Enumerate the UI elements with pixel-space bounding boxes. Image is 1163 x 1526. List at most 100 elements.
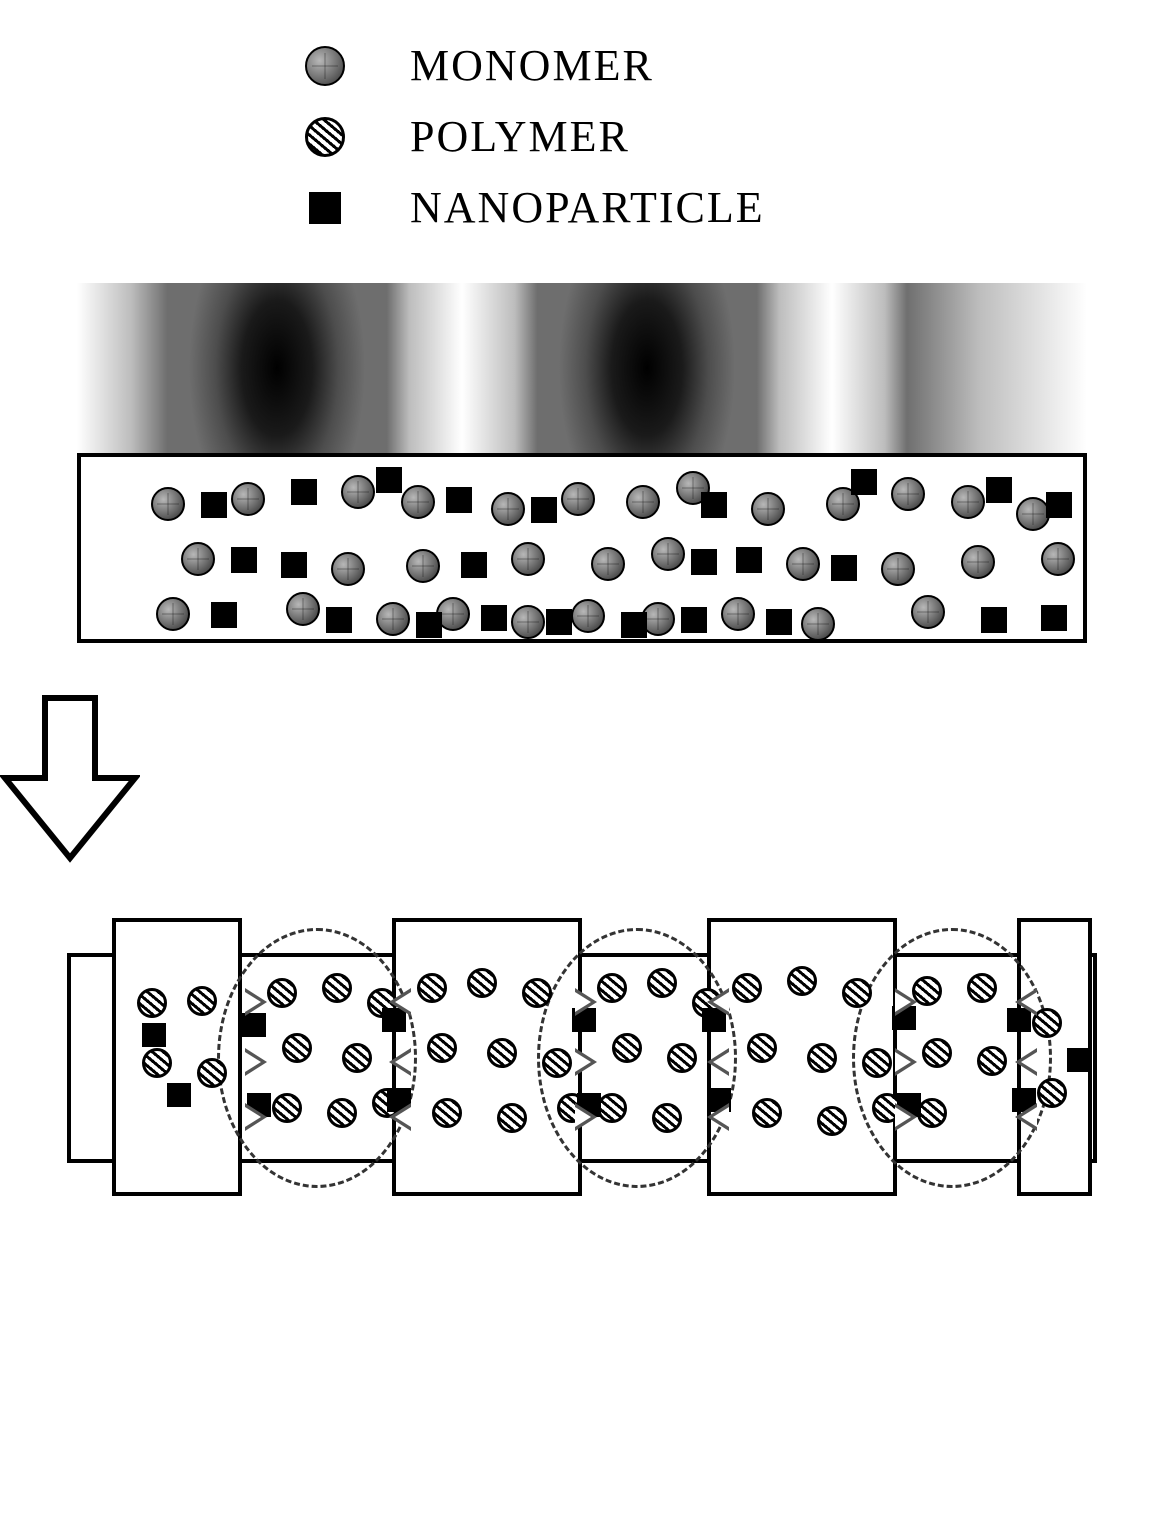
nanoparticle-particle: [621, 612, 647, 638]
polymer-particle: [542, 1048, 572, 1078]
monomer-particle: [376, 602, 410, 636]
polymer-particle: [647, 968, 677, 998]
nanoparticle-particle: [831, 555, 857, 581]
diffusion-arrow-icon: [245, 1048, 267, 1076]
monomer-particle: [891, 477, 925, 511]
polymer-particle: [487, 1038, 517, 1068]
diffusion-arrow-icon: [707, 1048, 729, 1076]
polymer-particle: [747, 1033, 777, 1063]
diffusion-arrow-icon: [389, 1048, 411, 1076]
interference-fringe-bar: [77, 283, 1087, 453]
nanoparticle-particle: [1046, 492, 1072, 518]
monomer-particle: [651, 537, 685, 571]
diffusion-arrow-icon: [1015, 1048, 1037, 1076]
nanoparticle-particle: [242, 1013, 266, 1037]
monomer-particle: [951, 485, 985, 519]
nanoparticle-particle: [481, 605, 507, 631]
nanoparticle-particle: [446, 487, 472, 513]
legend-row-polymer: POLYMER: [300, 111, 1163, 162]
monomer-particle: [156, 597, 190, 631]
nanoparticle-particle: [766, 609, 792, 635]
polymer-particle: [917, 1098, 947, 1128]
monomer-nanoparticle-mixture-box: [77, 453, 1087, 643]
monomer-particle: [881, 552, 915, 586]
monomer-particle: [231, 482, 265, 516]
nanoparticle-particle: [281, 552, 307, 578]
nanoparticle-particle: [546, 609, 572, 635]
legend-label-nanoparticle: NANOPARTICLE: [410, 182, 765, 233]
nanoparticle-particle: [291, 479, 317, 505]
diffusion-arrow-icon: [245, 1103, 267, 1131]
monomer-particle: [341, 475, 375, 509]
polymer-particle: [752, 1098, 782, 1128]
polymer-particle: [732, 973, 762, 1003]
monomer-particle: [801, 607, 835, 641]
monomer-particle: [401, 485, 435, 519]
before-exposure-panel: [77, 283, 1087, 643]
polymer-particle: [612, 1033, 642, 1063]
diffusion-arrow-icon: [245, 988, 267, 1016]
monomer-particle: [626, 485, 660, 519]
polymer-particle: [817, 1106, 847, 1136]
polymer-particle: [342, 1043, 372, 1073]
polymer-icon: [300, 112, 350, 162]
monomer-particle: [1016, 497, 1050, 531]
diffusion-arrow-icon: [575, 988, 597, 1016]
monomer-particle: [911, 595, 945, 629]
polymer-particle: [187, 986, 217, 1016]
polymer-particle: [137, 988, 167, 1018]
nanoparticle-particle: [986, 477, 1012, 503]
polymer-particle: [597, 1093, 627, 1123]
polymer-particle: [977, 1046, 1007, 1076]
diffusion-arrow-icon: [575, 1103, 597, 1131]
nanoparticle-particle: [1041, 605, 1067, 631]
polymer-particle: [282, 1033, 312, 1063]
nanoparticle-particle: [691, 549, 717, 575]
nanoparticle-particle: [376, 467, 402, 493]
polymer-particle: [427, 1033, 457, 1063]
nanoparticle-particle: [167, 1083, 191, 1107]
monomer-particle: [511, 542, 545, 576]
legend-label-polymer: POLYMER: [410, 111, 630, 162]
legend-row-monomer: MONOMER: [300, 40, 1163, 91]
polymer-particle: [272, 1093, 302, 1123]
nanoparticle-particle: [981, 607, 1007, 633]
polymer-particle: [1037, 1078, 1067, 1108]
monomer-particle: [286, 592, 320, 626]
polymer-particle: [497, 1103, 527, 1133]
after-exposure-panel: [67, 918, 1097, 1198]
polymer-particle: [467, 968, 497, 998]
diffusion-arrow-icon: [707, 1103, 729, 1131]
nanoparticle-particle: [326, 607, 352, 633]
diffusion-arrow-icon: [1015, 988, 1037, 1016]
process-arrow-down-icon: [0, 693, 140, 863]
nanoparticle-particle: [211, 602, 237, 628]
legend: MONOMER POLYMER NANOPARTICLE: [300, 40, 1163, 233]
polymer-particle: [922, 1038, 952, 1068]
dark-fringe: [537, 283, 757, 453]
nanoparticle-particle: [531, 497, 557, 523]
nanoparticle-particle: [851, 469, 877, 495]
nanoparticle-particle: [231, 547, 257, 573]
polymer-particle: [327, 1098, 357, 1128]
monomer-particle: [561, 482, 595, 516]
nanoparticle-particle: [701, 492, 727, 518]
polymer-particle: [267, 978, 297, 1008]
nanoparticle-particle: [201, 492, 227, 518]
diffusion-arrow-icon: [707, 988, 729, 1016]
diffusion-arrow-icon: [895, 1103, 917, 1131]
polymer-particle: [432, 1098, 462, 1128]
monomer-particle: [181, 542, 215, 576]
nanoparticle-particle: [1067, 1048, 1091, 1072]
polymer-particle: [842, 978, 872, 1008]
diffusion-arrow-icon: [575, 1048, 597, 1076]
monomer-icon: [300, 41, 350, 91]
diffusion-arrow-icon: [895, 1048, 917, 1076]
monomer-particle: [406, 549, 440, 583]
polymer-particle: [667, 1043, 697, 1073]
polymer-particle: [197, 1058, 227, 1088]
monomer-particle: [1041, 542, 1075, 576]
polymer-particle: [967, 973, 997, 1003]
half-light-right-fringe: [907, 283, 1087, 453]
light-fringe: [387, 283, 537, 453]
